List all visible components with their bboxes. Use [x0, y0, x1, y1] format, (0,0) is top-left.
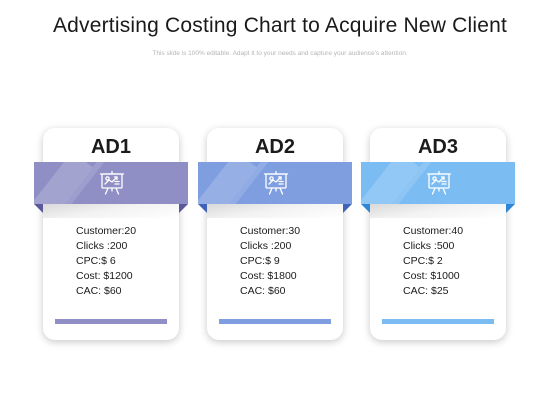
card-bottom-bar	[219, 319, 331, 324]
ad-card-2: AD2 Customer:30 Clicks :200 CPC:$ 9 Cost…	[198, 128, 352, 340]
ribbon-fold-left	[198, 204, 207, 213]
presentation-board-icon	[426, 170, 452, 196]
metric-clicks: Clicks :500	[403, 240, 455, 252]
presentation-board-icon	[263, 170, 289, 196]
card-ribbon	[198, 162, 352, 204]
ribbon-fold-right	[179, 204, 188, 213]
card-bottom-bar	[382, 319, 494, 324]
ribbon-fold-right	[343, 204, 352, 213]
metric-cpc: CPC:$ 6	[76, 255, 116, 267]
metric-cac: CAC: $60	[76, 285, 122, 297]
presentation-board-icon	[99, 170, 125, 196]
metric-cac: CAC: $60	[240, 285, 286, 297]
card-bottom-bar	[55, 319, 167, 324]
slide-title: Advertising Costing Chart to Acquire New…	[52, 14, 508, 37]
metric-cpc: CPC:$ 2	[403, 255, 443, 267]
ad-card-1: AD1 Customer:20 Clicks :200 CPC:$ 6 Cost…	[34, 128, 188, 340]
metrics-list: Customer:20 Clicks :200 CPC:$ 6 Cost: $1…	[76, 224, 136, 299]
metric-cac: CAC: $25	[403, 285, 449, 297]
slide-subtitle: This slide is 100% editable. Adapt it to…	[152, 50, 408, 57]
card-name: AD1	[90, 136, 131, 158]
metrics-list: Customer:30 Clicks :200 CPC:$ 9 Cost: $1…	[240, 224, 300, 299]
metrics-list: Customer:40 Clicks :500 CPC:$ 2 Cost: $1…	[403, 224, 463, 299]
card-name: AD2	[254, 136, 295, 158]
card-ribbon	[34, 162, 188, 204]
metric-customer: Customer:30	[240, 225, 301, 237]
metric-customer: Customer:20	[76, 225, 137, 237]
metric-cost: Cost: $1800	[240, 270, 297, 282]
metric-cost: Cost: $1000	[403, 270, 460, 282]
ribbon-fold-left	[361, 204, 370, 213]
card-name: AD3	[417, 136, 458, 158]
card-ribbon	[361, 162, 515, 204]
metric-cpc: CPC:$ 9	[240, 255, 280, 267]
ribbon-fold-right	[506, 204, 515, 213]
metric-cost: Cost: $1200	[76, 270, 133, 282]
metric-customer: Customer:40	[403, 225, 464, 237]
ribbon-fold-left	[34, 204, 43, 213]
metric-clicks: Clicks :200	[240, 240, 292, 252]
ad-card-3: AD3 Customer:40 Clicks :500 CPC:$ 2 Cost…	[361, 128, 515, 340]
metric-clicks: Clicks :200	[76, 240, 128, 252]
